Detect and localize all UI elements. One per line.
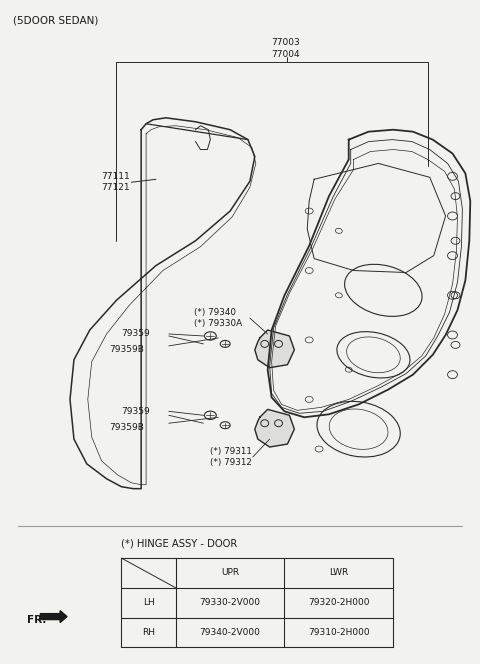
Polygon shape bbox=[255, 409, 294, 447]
Text: 79359B: 79359B bbox=[109, 423, 144, 432]
Text: 79310-2H000: 79310-2H000 bbox=[308, 628, 370, 637]
Text: (*) 79330A: (*) 79330A bbox=[193, 319, 241, 327]
Text: (*) 79311: (*) 79311 bbox=[210, 448, 252, 456]
Text: UPR: UPR bbox=[221, 568, 239, 578]
Text: LH: LH bbox=[143, 598, 155, 607]
Text: (*) HINGE ASSY - DOOR: (*) HINGE ASSY - DOOR bbox=[121, 539, 238, 548]
Text: 79359: 79359 bbox=[121, 329, 150, 339]
Text: (*) 79340: (*) 79340 bbox=[193, 307, 236, 317]
Text: RH: RH bbox=[142, 628, 155, 637]
Text: 79359B: 79359B bbox=[109, 345, 144, 355]
Text: 77004: 77004 bbox=[272, 50, 300, 59]
Text: LWR: LWR bbox=[329, 568, 348, 578]
Text: FR.: FR. bbox=[27, 615, 47, 625]
Polygon shape bbox=[40, 611, 67, 623]
Text: 79340-2V000: 79340-2V000 bbox=[200, 628, 261, 637]
Text: 79330-2V000: 79330-2V000 bbox=[200, 598, 261, 607]
Text: 79320-2H000: 79320-2H000 bbox=[308, 598, 370, 607]
Text: 79359: 79359 bbox=[121, 407, 150, 416]
Polygon shape bbox=[255, 330, 294, 368]
Text: 77121: 77121 bbox=[102, 183, 130, 192]
Text: 77111: 77111 bbox=[102, 172, 131, 181]
Text: (*) 79312: (*) 79312 bbox=[210, 458, 252, 467]
Text: (5DOOR SEDAN): (5DOOR SEDAN) bbox=[12, 16, 98, 26]
Text: 77003: 77003 bbox=[272, 38, 300, 47]
